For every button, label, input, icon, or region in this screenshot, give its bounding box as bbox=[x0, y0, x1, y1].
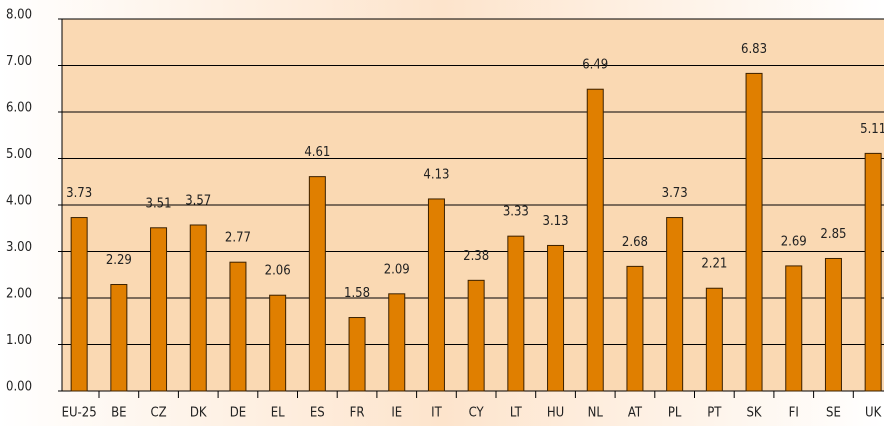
x-tick-label: SK bbox=[746, 406, 761, 421]
bar bbox=[547, 244, 565, 392]
x-tick-label: FI bbox=[789, 406, 799, 421]
x-tick-label: LT bbox=[510, 406, 523, 421]
bar bbox=[467, 279, 485, 392]
y-tick-label: 0.00 bbox=[6, 380, 32, 395]
bar bbox=[824, 257, 842, 392]
x-tick-label: ES bbox=[310, 406, 325, 421]
x-tick-label: CZ bbox=[150, 406, 166, 421]
bar bbox=[666, 217, 684, 392]
bar bbox=[348, 317, 366, 392]
value-label: 2.68 bbox=[622, 235, 648, 250]
value-label: 3.73 bbox=[66, 186, 92, 201]
x-tick-label: PT bbox=[707, 406, 722, 421]
value-label: 4.13 bbox=[423, 167, 449, 182]
y-tick-label: 2.00 bbox=[6, 287, 32, 302]
bar bbox=[507, 235, 525, 392]
bar bbox=[308, 176, 326, 392]
value-label: 2.29 bbox=[106, 253, 132, 268]
bar bbox=[110, 284, 128, 392]
x-tick-label: FR bbox=[350, 406, 365, 421]
x-tick-label: DK bbox=[190, 406, 207, 421]
bar bbox=[745, 72, 763, 392]
x-tick-label: EU-25 bbox=[62, 406, 97, 421]
bar bbox=[864, 152, 882, 392]
value-label: 2.06 bbox=[265, 264, 291, 279]
x-tick-label: NL bbox=[588, 406, 604, 421]
x-tick-label: CY bbox=[469, 406, 485, 421]
value-label: 2.69 bbox=[781, 234, 807, 249]
value-label: 4.61 bbox=[304, 145, 330, 160]
y-tick-label: 3.00 bbox=[6, 240, 32, 255]
x-tick-label: BE bbox=[111, 406, 126, 421]
bar bbox=[785, 265, 803, 392]
bar bbox=[70, 217, 88, 392]
bar bbox=[150, 227, 168, 392]
bar bbox=[388, 293, 406, 392]
bar bbox=[269, 294, 287, 392]
value-label: 6.49 bbox=[582, 58, 608, 73]
bar bbox=[229, 261, 247, 392]
value-label: 3.33 bbox=[503, 205, 529, 220]
x-tick-label: DE bbox=[230, 406, 246, 421]
x-tick-label: IE bbox=[391, 406, 402, 421]
bar bbox=[626, 265, 644, 392]
value-label: 5.11 bbox=[860, 122, 884, 137]
bar bbox=[189, 224, 207, 392]
value-label: 2.21 bbox=[701, 257, 727, 272]
value-label: 3.57 bbox=[185, 193, 211, 208]
x-tick-label: HU bbox=[547, 406, 564, 421]
x-tick-label: SE bbox=[826, 406, 841, 421]
y-tick-label: 7.00 bbox=[6, 54, 32, 69]
value-label: 1.58 bbox=[344, 286, 370, 301]
y-tick-label: 4.00 bbox=[6, 194, 32, 209]
value-label: 2.77 bbox=[225, 231, 251, 246]
x-tick-label: IT bbox=[431, 406, 442, 421]
value-label: 3.13 bbox=[543, 214, 569, 229]
value-label: 2.09 bbox=[384, 262, 410, 277]
value-label: 3.51 bbox=[146, 196, 172, 211]
x-tick-label: AT bbox=[628, 406, 643, 421]
value-label: 2.85 bbox=[820, 227, 846, 242]
value-label: 3.73 bbox=[662, 186, 688, 201]
y-tick-label: 8.00 bbox=[6, 8, 32, 23]
x-tick-label: UK bbox=[865, 406, 882, 421]
value-label: 6.83 bbox=[741, 42, 767, 57]
x-tick-label: PL bbox=[668, 406, 682, 421]
y-tick-label: 5.00 bbox=[6, 147, 32, 162]
bar bbox=[586, 88, 604, 392]
bar bbox=[427, 198, 445, 392]
x-tick-label: EL bbox=[271, 406, 285, 421]
value-label: 2.38 bbox=[463, 249, 489, 264]
y-tick-label: 6.00 bbox=[6, 101, 32, 116]
bar bbox=[705, 287, 723, 392]
y-tick-label: 1.00 bbox=[6, 333, 32, 348]
